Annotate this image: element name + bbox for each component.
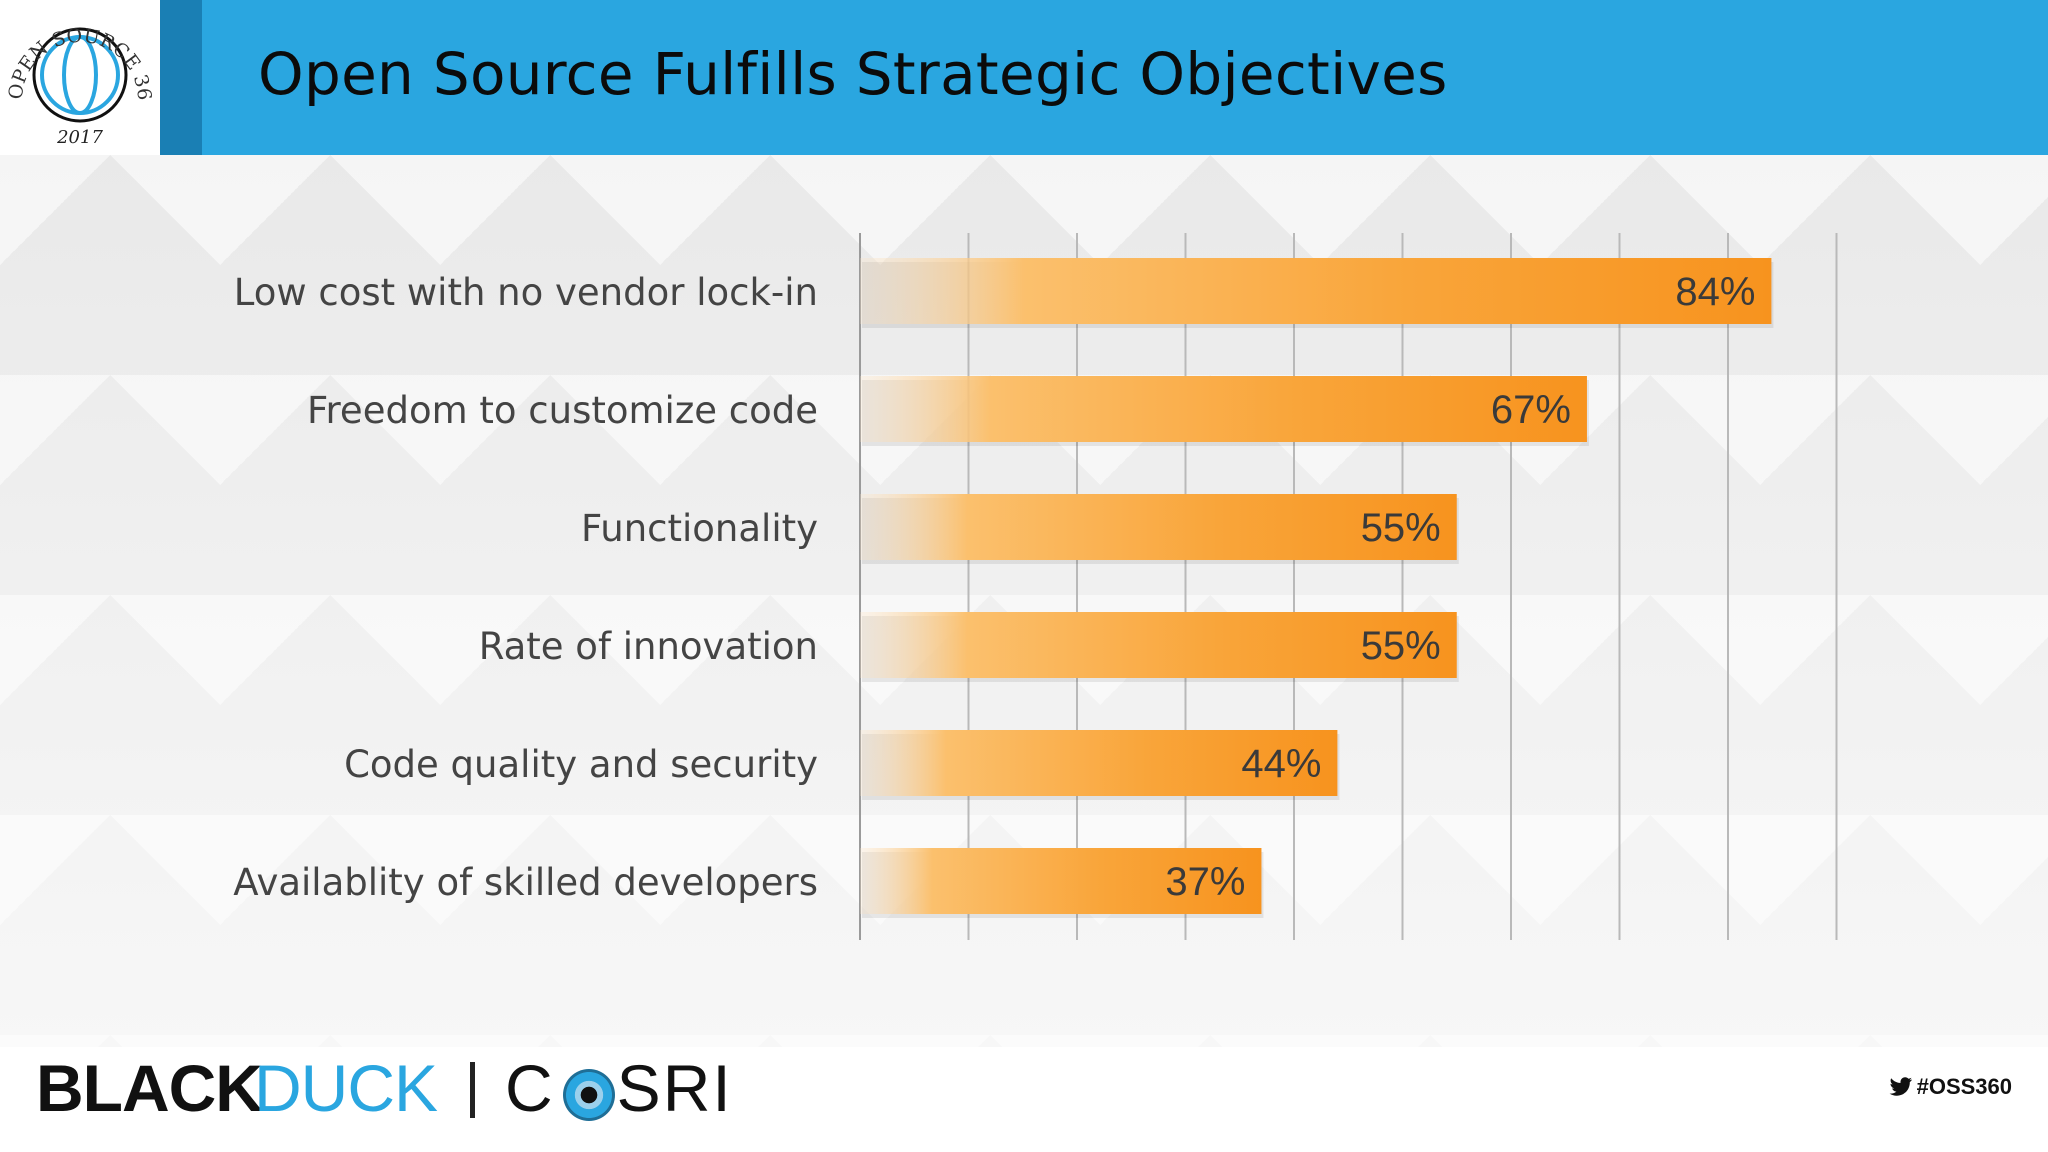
footer-divider — [470, 1062, 475, 1118]
chart-data-labels: 84% 67% 55% 55% 44% 37% — [1165, 270, 1755, 904]
bar — [860, 376, 1587, 442]
bar — [860, 612, 1457, 678]
cosri-logo-sri: SRI — [616, 1051, 733, 1125]
data-label: 84% — [1675, 270, 1755, 314]
data-label: 55% — [1361, 506, 1441, 550]
cosri-lens-icon — [563, 1069, 615, 1121]
bar — [860, 494, 1457, 560]
hashtag-text: #OSS360 — [1916, 1074, 2012, 1099]
data-label: 44% — [1241, 742, 1321, 786]
chart-bars — [860, 258, 1774, 918]
survey-logo-icon: OPEN SOURCE 360° SURVEY 2017 — [0, 0, 155, 148]
category-label: Code quality and security — [344, 743, 818, 786]
chart-gridlines — [859, 233, 1838, 940]
data-label: 67% — [1491, 388, 1571, 432]
header-bar — [0, 0, 2048, 155]
data-label: 37% — [1165, 860, 1245, 904]
bar — [860, 258, 1772, 324]
cosri-logo-c: C — [505, 1051, 555, 1125]
blackduck-logo-duck: DUCK — [254, 1051, 438, 1125]
blackduck-logo-black: BLACK — [36, 1051, 263, 1125]
survey-logo: OPEN SOURCE 360° SURVEY 2017 — [0, 0, 160, 155]
header-accent-stripe — [160, 0, 202, 155]
bar-chart: Low cost with no vendor lock-in Freedom t… — [233, 233, 1838, 940]
bar — [860, 730, 1338, 796]
category-label: Rate of innovation — [479, 625, 818, 668]
footer-bar — [0, 1047, 2048, 1152]
bar — [860, 848, 1262, 914]
page-title: Open Source Fulfills Strategic Objective… — [258, 40, 1448, 108]
category-label: Availablity of skilled developers — [233, 861, 818, 904]
category-label: Functionality — [581, 507, 818, 550]
logo-year: 2017 — [56, 127, 103, 148]
chart-category-labels: Low cost with no vendor lock-in Freedom t… — [233, 271, 818, 904]
hashtag-label: #OSS360 — [1889, 1074, 2012, 1100]
category-label: Low cost with no vendor lock-in — [234, 271, 818, 314]
data-label: 55% — [1361, 624, 1441, 668]
cosri-logo: C SRI — [505, 1050, 733, 1126]
twitter-bird-icon — [1889, 1077, 1912, 1096]
category-label: Freedom to customize code — [307, 389, 818, 432]
